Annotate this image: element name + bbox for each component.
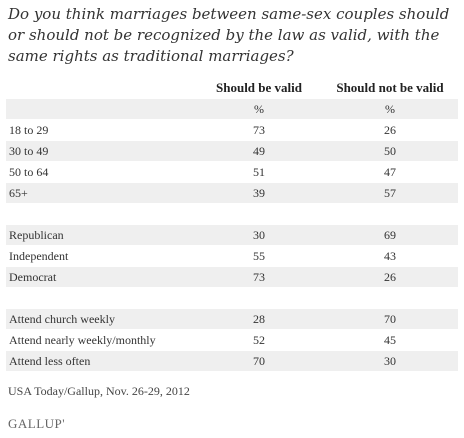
table-row: 30 to 49 49 50 — [6, 141, 458, 161]
row-label: Independent — [9, 249, 69, 263]
group-spacer — [6, 204, 458, 224]
value-should-not-be-valid: 47 — [384, 165, 396, 179]
value-should-not-be-valid: 57 — [384, 186, 396, 200]
unit-label: % — [254, 102, 264, 116]
column-header-should-be-valid: Should be valid — [216, 80, 302, 95]
units-row: %% — [6, 99, 458, 119]
row-label: Attend nearly weekly/monthly — [9, 333, 156, 347]
row-label: 50 to 64 — [9, 165, 49, 179]
row-label: 30 to 49 — [9, 144, 49, 158]
survey-question: Do you think marriages between same-sex … — [8, 5, 450, 65]
gallup-logo: GALLUP' — [8, 416, 66, 431]
value-should-be-valid: 49 — [253, 144, 265, 158]
value-should-not-be-valid: 70 — [384, 312, 396, 326]
table-row: Attend nearly weekly/monthly 52 45 — [6, 330, 458, 350]
table-row: Attend less often 70 30 — [6, 351, 458, 371]
group-spacer — [6, 288, 458, 308]
table-row: 18 to 29 73 26 — [6, 120, 458, 140]
table-row: Democrat 73 26 — [6, 267, 458, 287]
value-should-be-valid: 70 — [253, 354, 265, 368]
value-should-be-valid: 30 — [253, 228, 265, 242]
row-label: Republican — [9, 228, 64, 242]
value-should-be-valid: 28 — [253, 312, 265, 326]
table-row: 65+ 39 57 — [6, 183, 458, 203]
value-should-be-valid: 55 — [253, 249, 265, 263]
source-note: USA Today/Gallup, Nov. 26-29, 2012 — [8, 384, 190, 398]
row-label: 65+ — [9, 186, 28, 200]
table-row: Independent 55 43 — [6, 246, 458, 266]
value-should-be-valid: 39 — [253, 186, 265, 200]
value-should-be-valid: 52 — [253, 333, 265, 347]
value-should-be-valid: 73 — [253, 123, 265, 137]
unit-label: % — [385, 102, 395, 116]
value-should-not-be-valid: 50 — [384, 144, 396, 158]
value-should-not-be-valid: 30 — [384, 354, 396, 368]
table-row: Attend church weekly 28 70 — [6, 309, 458, 329]
value-should-not-be-valid: 69 — [384, 228, 396, 242]
row-label: Attend church weekly — [9, 312, 115, 326]
value-should-not-be-valid: 26 — [384, 270, 396, 284]
value-should-not-be-valid: 45 — [384, 333, 396, 347]
table-row: 50 to 64 51 47 — [6, 162, 458, 182]
value-should-be-valid: 73 — [253, 270, 265, 284]
table-row: Republican 30 69 — [6, 225, 458, 245]
column-header-should-not-be-valid: Should not be valid — [336, 80, 444, 95]
row-label: Democrat — [9, 270, 57, 284]
value-should-be-valid: 51 — [253, 165, 265, 179]
value-should-not-be-valid: 26 — [384, 123, 396, 137]
row-label: Attend less often — [9, 354, 91, 368]
row-label: 18 to 29 — [9, 123, 49, 137]
value-should-not-be-valid: 43 — [384, 249, 396, 263]
